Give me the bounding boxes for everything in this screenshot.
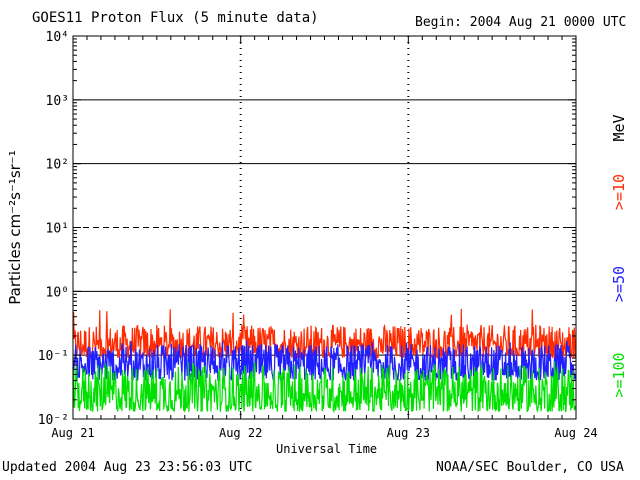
legend-ge100: >=100	[610, 352, 628, 397]
chart-title: GOES11 Proton Flux (5 minute data)	[32, 10, 319, 26]
x-tick-label: Aug 24	[554, 426, 597, 440]
y-tick-label: 10²	[46, 158, 69, 173]
credit-text: NOAA/SEC Boulder, CO USA	[436, 460, 624, 475]
tick-labels: 10⁻² 10⁻¹ 10⁰ 10¹ 10² 10³ 10⁴ Aug 21 Aug 22 Aug 2…	[6, 30, 628, 440]
begin-time: Begin: 2004 Aug 21 0000 UTC	[415, 15, 627, 30]
legend-ge10: >=10	[610, 174, 628, 210]
x-axis-label: Universal Time	[276, 442, 378, 456]
x-tick-label: Aug 22	[219, 426, 262, 440]
series-lines	[72, 308, 576, 414]
y-tick-label: 10⁴	[46, 30, 69, 45]
updated-time: Updated 2004 Aug 23 23:56:03 UTC	[2, 460, 253, 475]
series-line-10	[72, 308, 576, 361]
unit-label: MeV	[610, 114, 628, 141]
x-tick-label: Aug 23	[387, 426, 430, 440]
y-tick-label: 10⁻¹	[38, 349, 69, 364]
y-axis-label: Particles cm⁻²s⁻¹sr⁻¹	[6, 150, 24, 304]
y-tick-label: 10⁻²	[38, 413, 69, 428]
y-tick-label: 10³	[46, 94, 69, 109]
legend-ge50: >=50	[610, 266, 628, 302]
x-tick-label: Aug 21	[51, 426, 94, 440]
y-tick-label: 10⁰	[46, 285, 69, 300]
y-tick-label: 10¹	[46, 222, 69, 237]
series-line-100	[72, 361, 576, 414]
axes	[72, 35, 577, 420]
